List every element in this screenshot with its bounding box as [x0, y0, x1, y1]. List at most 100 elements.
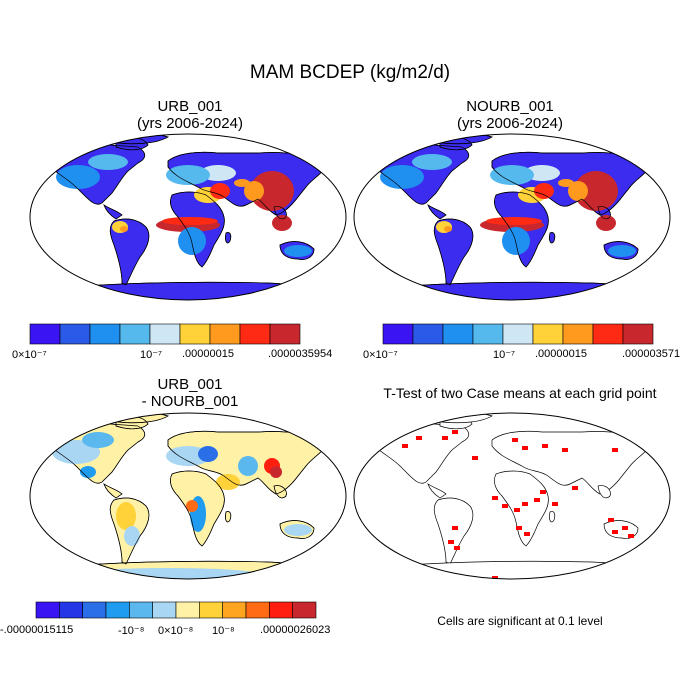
significant-cell	[572, 486, 578, 490]
colorbar-swatch	[89, 323, 121, 345]
colorbar-swatch	[239, 323, 271, 345]
colorbar-swatch	[149, 323, 181, 345]
colorbar-swatch	[105, 601, 130, 619]
significant-cell	[552, 502, 558, 506]
colorbar-nourb	[382, 323, 654, 345]
field-patch	[608, 245, 636, 257]
colorbar-diff	[35, 601, 317, 619]
field-patch	[444, 226, 452, 232]
significant-cell	[492, 496, 498, 500]
map-border	[353, 133, 671, 301]
colorbar-swatch	[119, 323, 151, 345]
panel-diff-title: URB_001 - NOURB_001	[30, 376, 350, 410]
colorbar-swatch	[442, 323, 474, 345]
field-patch	[568, 181, 588, 201]
colorbar-swatch	[382, 323, 414, 345]
field-patch	[574, 171, 618, 211]
significant-cell	[534, 498, 540, 502]
field-patch	[596, 215, 616, 231]
field-patch	[82, 432, 114, 448]
significant-cell	[628, 534, 634, 538]
colorbar-swatch	[622, 323, 654, 345]
colorbar-swatch	[292, 601, 317, 619]
colorbar-swatch	[35, 601, 60, 619]
map-panel-ttest	[353, 412, 671, 580]
colorbar-swatch	[29, 323, 61, 345]
field-patch	[284, 245, 312, 257]
colorbar-swatch	[152, 601, 177, 619]
cb-diff-label-2: 0×10⁻⁸	[158, 625, 194, 637]
field-patch	[80, 466, 96, 478]
field-patch	[116, 502, 136, 530]
colorbar-swatch	[129, 601, 153, 619]
field-patch	[284, 524, 312, 536]
significant-cell	[540, 490, 546, 494]
colorbar-swatch	[269, 601, 293, 619]
field-patch	[380, 165, 424, 189]
panel-ttest-title: T-Test of two Case means at each grid po…	[340, 385, 700, 402]
cb-nourb-label-3: .000003571	[622, 348, 681, 360]
colorbar-swatch	[59, 601, 83, 619]
colorbar-swatch	[209, 323, 241, 345]
cb-urb-label-0: 0×10⁻⁷	[12, 349, 47, 361]
colorbar-swatch	[412, 323, 444, 345]
significant-cell	[452, 430, 458, 434]
significant-cell	[442, 436, 448, 440]
panel-urb-title-line2: (yrs 2006-2024)	[137, 115, 243, 132]
significant-cell	[402, 574, 408, 578]
map-border	[29, 412, 347, 580]
field-patch	[216, 474, 240, 490]
colorbar-swatch	[269, 323, 301, 345]
significant-cell	[516, 526, 522, 530]
panel-urb-title: URB_001 (yrs 2006-2024)	[30, 98, 350, 132]
significant-cell	[454, 546, 460, 550]
significant-cell	[524, 532, 530, 536]
cb-nourb-label-0: 0×10⁻⁷	[363, 349, 398, 361]
figure-title: MAM BCDEP (kg/m2/d)	[249, 62, 451, 83]
significant-cell	[416, 436, 422, 440]
field-patch	[166, 165, 210, 185]
field-patch	[502, 227, 530, 255]
field-patch	[486, 217, 542, 225]
significant-cell	[442, 576, 448, 579]
colorbar-urb	[29, 323, 301, 345]
significant-cell	[502, 504, 508, 508]
field-patch	[238, 456, 258, 476]
significant-cell	[542, 444, 548, 448]
field-patch	[186, 500, 198, 512]
colorbar-swatch	[175, 601, 200, 619]
field-patch	[56, 165, 100, 189]
significant-cell	[632, 574, 638, 578]
field-patch	[88, 154, 128, 170]
cb-nourb-label-2: .00000015	[535, 348, 587, 360]
significant-cell	[562, 448, 568, 452]
cb-diff-label-1: -10⁻⁸	[118, 625, 145, 637]
colorbar-swatch	[199, 601, 223, 619]
significant-cell	[612, 448, 618, 452]
cb-urb-label-3: .0000035954	[268, 348, 333, 360]
panel-urb-title-line1: URB_001	[157, 98, 223, 115]
map-border	[29, 133, 347, 301]
field-patch	[534, 183, 554, 199]
significant-cell	[448, 540, 454, 544]
colorbar-swatch	[532, 323, 564, 345]
map-border	[353, 412, 671, 580]
map-panel-urb	[29, 133, 347, 301]
significant-cell	[452, 526, 458, 530]
significant-cell	[512, 438, 518, 442]
colorbar-swatch	[472, 323, 504, 345]
map-panel-diff	[29, 412, 347, 580]
colorbar-swatch	[245, 601, 270, 619]
significant-cell	[602, 576, 608, 579]
colorbar-swatch	[592, 323, 624, 345]
colorbar-swatch	[82, 601, 107, 619]
field-patch	[234, 179, 250, 187]
cb-diff-label-0: -.00000015115	[0, 624, 74, 636]
field-patch	[120, 226, 128, 232]
panel-diff-title-line2: - NOURB_001	[141, 393, 239, 410]
significant-cell	[608, 518, 614, 522]
field-patch	[244, 181, 264, 201]
field-patch	[250, 171, 294, 211]
field-patch	[178, 227, 206, 255]
